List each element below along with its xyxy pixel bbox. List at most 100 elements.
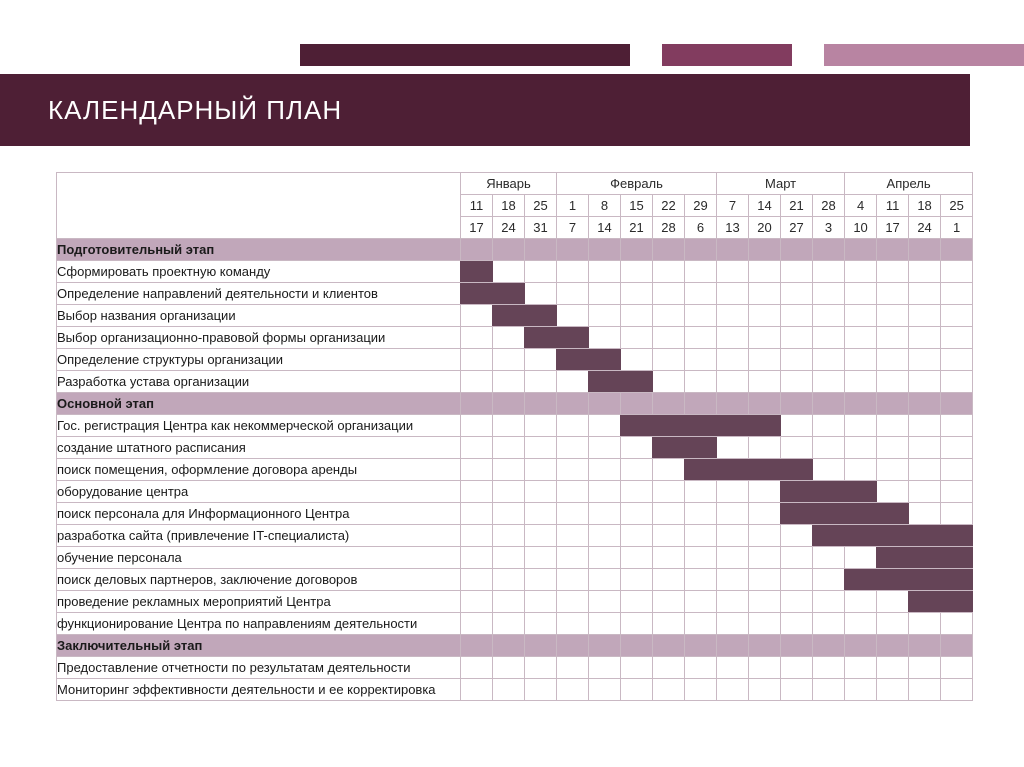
task-label: Предоставление отчетности по результатам… bbox=[57, 657, 461, 679]
phase-label: Заключительный этап bbox=[57, 635, 461, 657]
task-label: поиск помещения, оформление договора аре… bbox=[57, 459, 461, 481]
phase-cell bbox=[461, 393, 493, 415]
gantt-bar bbox=[940, 525, 973, 546]
gantt-cell bbox=[493, 283, 525, 305]
accent-segment bbox=[630, 44, 662, 66]
gantt-cell bbox=[845, 679, 877, 701]
gantt-cell bbox=[685, 569, 717, 591]
gantt-cell bbox=[685, 547, 717, 569]
gantt-cell bbox=[461, 613, 493, 635]
gantt-cell bbox=[493, 415, 525, 437]
gantt-cell bbox=[685, 679, 717, 701]
gantt-cell bbox=[845, 305, 877, 327]
gantt-cell bbox=[621, 261, 653, 283]
week-start: 28 bbox=[813, 195, 845, 217]
gantt-cell bbox=[717, 261, 749, 283]
gantt-cell bbox=[461, 481, 493, 503]
gantt-cell bbox=[813, 283, 845, 305]
gantt-cell bbox=[653, 415, 685, 437]
gantt-cell bbox=[909, 613, 941, 635]
gantt-cell bbox=[845, 371, 877, 393]
gantt-cell bbox=[589, 459, 621, 481]
gantt-cell bbox=[749, 547, 781, 569]
week-start: 18 bbox=[909, 195, 941, 217]
gantt-cell bbox=[749, 679, 781, 701]
phase-cell bbox=[845, 393, 877, 415]
gantt-cell bbox=[813, 437, 845, 459]
week-start: 11 bbox=[877, 195, 909, 217]
phase-cell bbox=[717, 239, 749, 261]
task-label: разработка сайта (привлечение IT-специал… bbox=[57, 525, 461, 547]
gantt-cell bbox=[621, 481, 653, 503]
gantt-bar bbox=[876, 503, 909, 524]
week-start: 25 bbox=[525, 195, 557, 217]
gantt-cell bbox=[813, 591, 845, 613]
gantt-cell bbox=[589, 261, 621, 283]
table-row: создание штатного расписания bbox=[57, 437, 973, 459]
gantt-cell bbox=[717, 305, 749, 327]
gantt-cell bbox=[685, 371, 717, 393]
gantt-cell bbox=[557, 261, 589, 283]
gantt-cell bbox=[685, 525, 717, 547]
phase-cell bbox=[845, 239, 877, 261]
gantt-cell bbox=[461, 261, 493, 283]
gantt-cell bbox=[941, 415, 973, 437]
gantt-cell bbox=[845, 657, 877, 679]
gantt-cell bbox=[909, 261, 941, 283]
gantt-bar bbox=[812, 481, 845, 502]
gantt-cell bbox=[621, 459, 653, 481]
gantt-cell bbox=[813, 503, 845, 525]
task-label: Выбор организационно-правовой формы орга… bbox=[57, 327, 461, 349]
gantt-cell bbox=[781, 591, 813, 613]
gantt-cell bbox=[685, 283, 717, 305]
gantt-cell bbox=[909, 349, 941, 371]
gantt-cell bbox=[653, 481, 685, 503]
gantt-bar bbox=[620, 415, 653, 436]
gantt-cell bbox=[493, 305, 525, 327]
phase-cell bbox=[685, 393, 717, 415]
table-row: Выбор названия организации bbox=[57, 305, 973, 327]
gantt-cell bbox=[813, 525, 845, 547]
week-end: 14 bbox=[589, 217, 621, 239]
gantt-cell bbox=[461, 657, 493, 679]
table-row: Предоставление отчетности по результатам… bbox=[57, 657, 973, 679]
gantt-bar bbox=[844, 569, 877, 590]
gantt-bar bbox=[844, 481, 877, 502]
gantt-cell bbox=[525, 547, 557, 569]
gantt-cell bbox=[941, 657, 973, 679]
phase-cell bbox=[589, 393, 621, 415]
gantt-bar bbox=[524, 327, 557, 348]
gantt-cell bbox=[813, 327, 845, 349]
gantt-cell bbox=[653, 613, 685, 635]
gantt-cell bbox=[493, 437, 525, 459]
gantt-cell bbox=[717, 679, 749, 701]
month-header: Январь bbox=[461, 173, 557, 195]
week-start: 21 bbox=[781, 195, 813, 217]
gantt-cell bbox=[653, 327, 685, 349]
gantt-cell bbox=[493, 459, 525, 481]
phase-label: Подготовительный этап bbox=[57, 239, 461, 261]
gantt-bar bbox=[460, 283, 493, 304]
week-start: 11 bbox=[461, 195, 493, 217]
gantt-cell bbox=[717, 503, 749, 525]
gantt-cell bbox=[621, 657, 653, 679]
gantt-cell bbox=[813, 547, 845, 569]
gantt-cell bbox=[525, 481, 557, 503]
phase-cell bbox=[781, 239, 813, 261]
gantt-cell bbox=[941, 327, 973, 349]
gantt-cell bbox=[749, 349, 781, 371]
gantt-cell bbox=[877, 679, 909, 701]
gantt-cell bbox=[781, 371, 813, 393]
gantt-cell bbox=[781, 459, 813, 481]
phase-cell bbox=[461, 239, 493, 261]
gantt-cell bbox=[493, 569, 525, 591]
gantt-cell bbox=[589, 481, 621, 503]
gantt-cell bbox=[877, 371, 909, 393]
gantt-cell bbox=[653, 261, 685, 283]
gantt-cell bbox=[557, 503, 589, 525]
week-end: 10 bbox=[845, 217, 877, 239]
phase-label: Основной этап bbox=[57, 393, 461, 415]
gantt-cell bbox=[461, 437, 493, 459]
gantt-cell bbox=[717, 547, 749, 569]
accent-segment bbox=[662, 44, 792, 66]
